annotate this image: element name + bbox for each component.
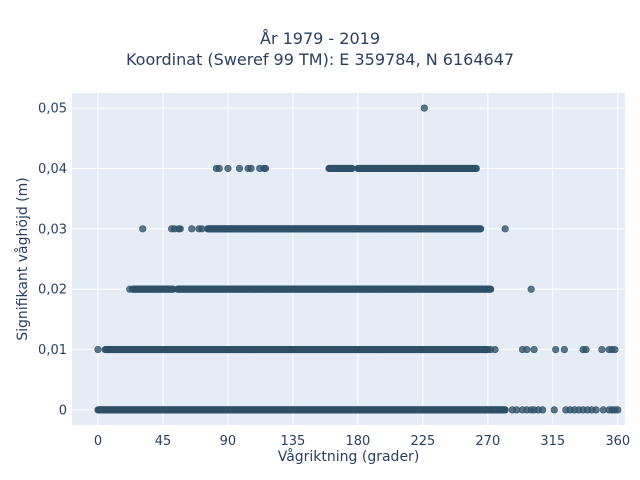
y-tick-label: 0 xyxy=(59,403,67,418)
data-point xyxy=(582,345,590,354)
data-point xyxy=(224,164,232,173)
x-tick-label: 315 xyxy=(540,434,565,449)
data-point xyxy=(592,406,600,414)
data-point xyxy=(552,345,560,354)
data-point xyxy=(523,345,531,354)
x-axis-ticks: 0 45 90 135 180 225 270 315 360 xyxy=(94,434,630,449)
y-tick-label: 0,02 xyxy=(38,283,67,298)
y-tick-label: 0,01 xyxy=(38,343,67,358)
data-point xyxy=(139,225,147,233)
x-axis-title: Vågriktning (grader) xyxy=(278,448,420,465)
data-point xyxy=(560,345,568,354)
data-point xyxy=(487,285,495,293)
x-tick-label: 135 xyxy=(280,434,305,449)
x-tick-label: 180 xyxy=(345,434,370,449)
data-point xyxy=(188,225,196,233)
data-point xyxy=(530,345,538,354)
data-point xyxy=(611,345,619,354)
data-point xyxy=(491,345,499,354)
data-point xyxy=(235,164,244,173)
data-point xyxy=(501,225,509,233)
data-point xyxy=(472,164,480,173)
data-point xyxy=(598,345,606,354)
y-tick-label: 0,03 xyxy=(38,222,67,237)
y-axis-title: Signifikant våghöjd (m) xyxy=(14,177,31,340)
data-point xyxy=(501,406,509,414)
data-points xyxy=(94,104,622,414)
data-point xyxy=(550,406,558,414)
data-point xyxy=(176,225,184,233)
data-point xyxy=(477,225,485,233)
y-tick-label: 0,04 xyxy=(38,162,67,177)
x-tick-label: 45 xyxy=(155,434,172,449)
y-axis-ticks: 0 0,01 0,02 0,03 0,04 0,05 xyxy=(38,102,67,419)
data-point xyxy=(94,345,102,354)
y-tick-label: 0,05 xyxy=(38,102,67,117)
data-point xyxy=(527,285,535,293)
chart-title-block: År 1979 - 2019 Koordinat (Sweref 99 TM):… xyxy=(0,28,640,70)
data-point xyxy=(614,406,622,414)
chart-subtitle: Koordinat (Sweref 99 TM): E 359784, N 61… xyxy=(125,50,515,69)
x-tick-label: 360 xyxy=(605,434,630,449)
data-point xyxy=(247,164,255,173)
x-tick-label: 90 xyxy=(220,434,237,449)
data-point xyxy=(332,164,340,173)
data-point xyxy=(126,285,134,293)
x-tick-label: 0 xyxy=(94,434,102,449)
data-point xyxy=(261,164,270,173)
data-point xyxy=(215,164,223,173)
data-point xyxy=(198,225,206,233)
chart-title: År 1979 - 2019 xyxy=(260,29,380,48)
x-tick-label: 270 xyxy=(475,434,500,449)
plot-area xyxy=(72,93,625,425)
x-tick-label: 225 xyxy=(410,434,435,449)
data-point xyxy=(539,406,547,414)
data-point xyxy=(420,104,428,112)
